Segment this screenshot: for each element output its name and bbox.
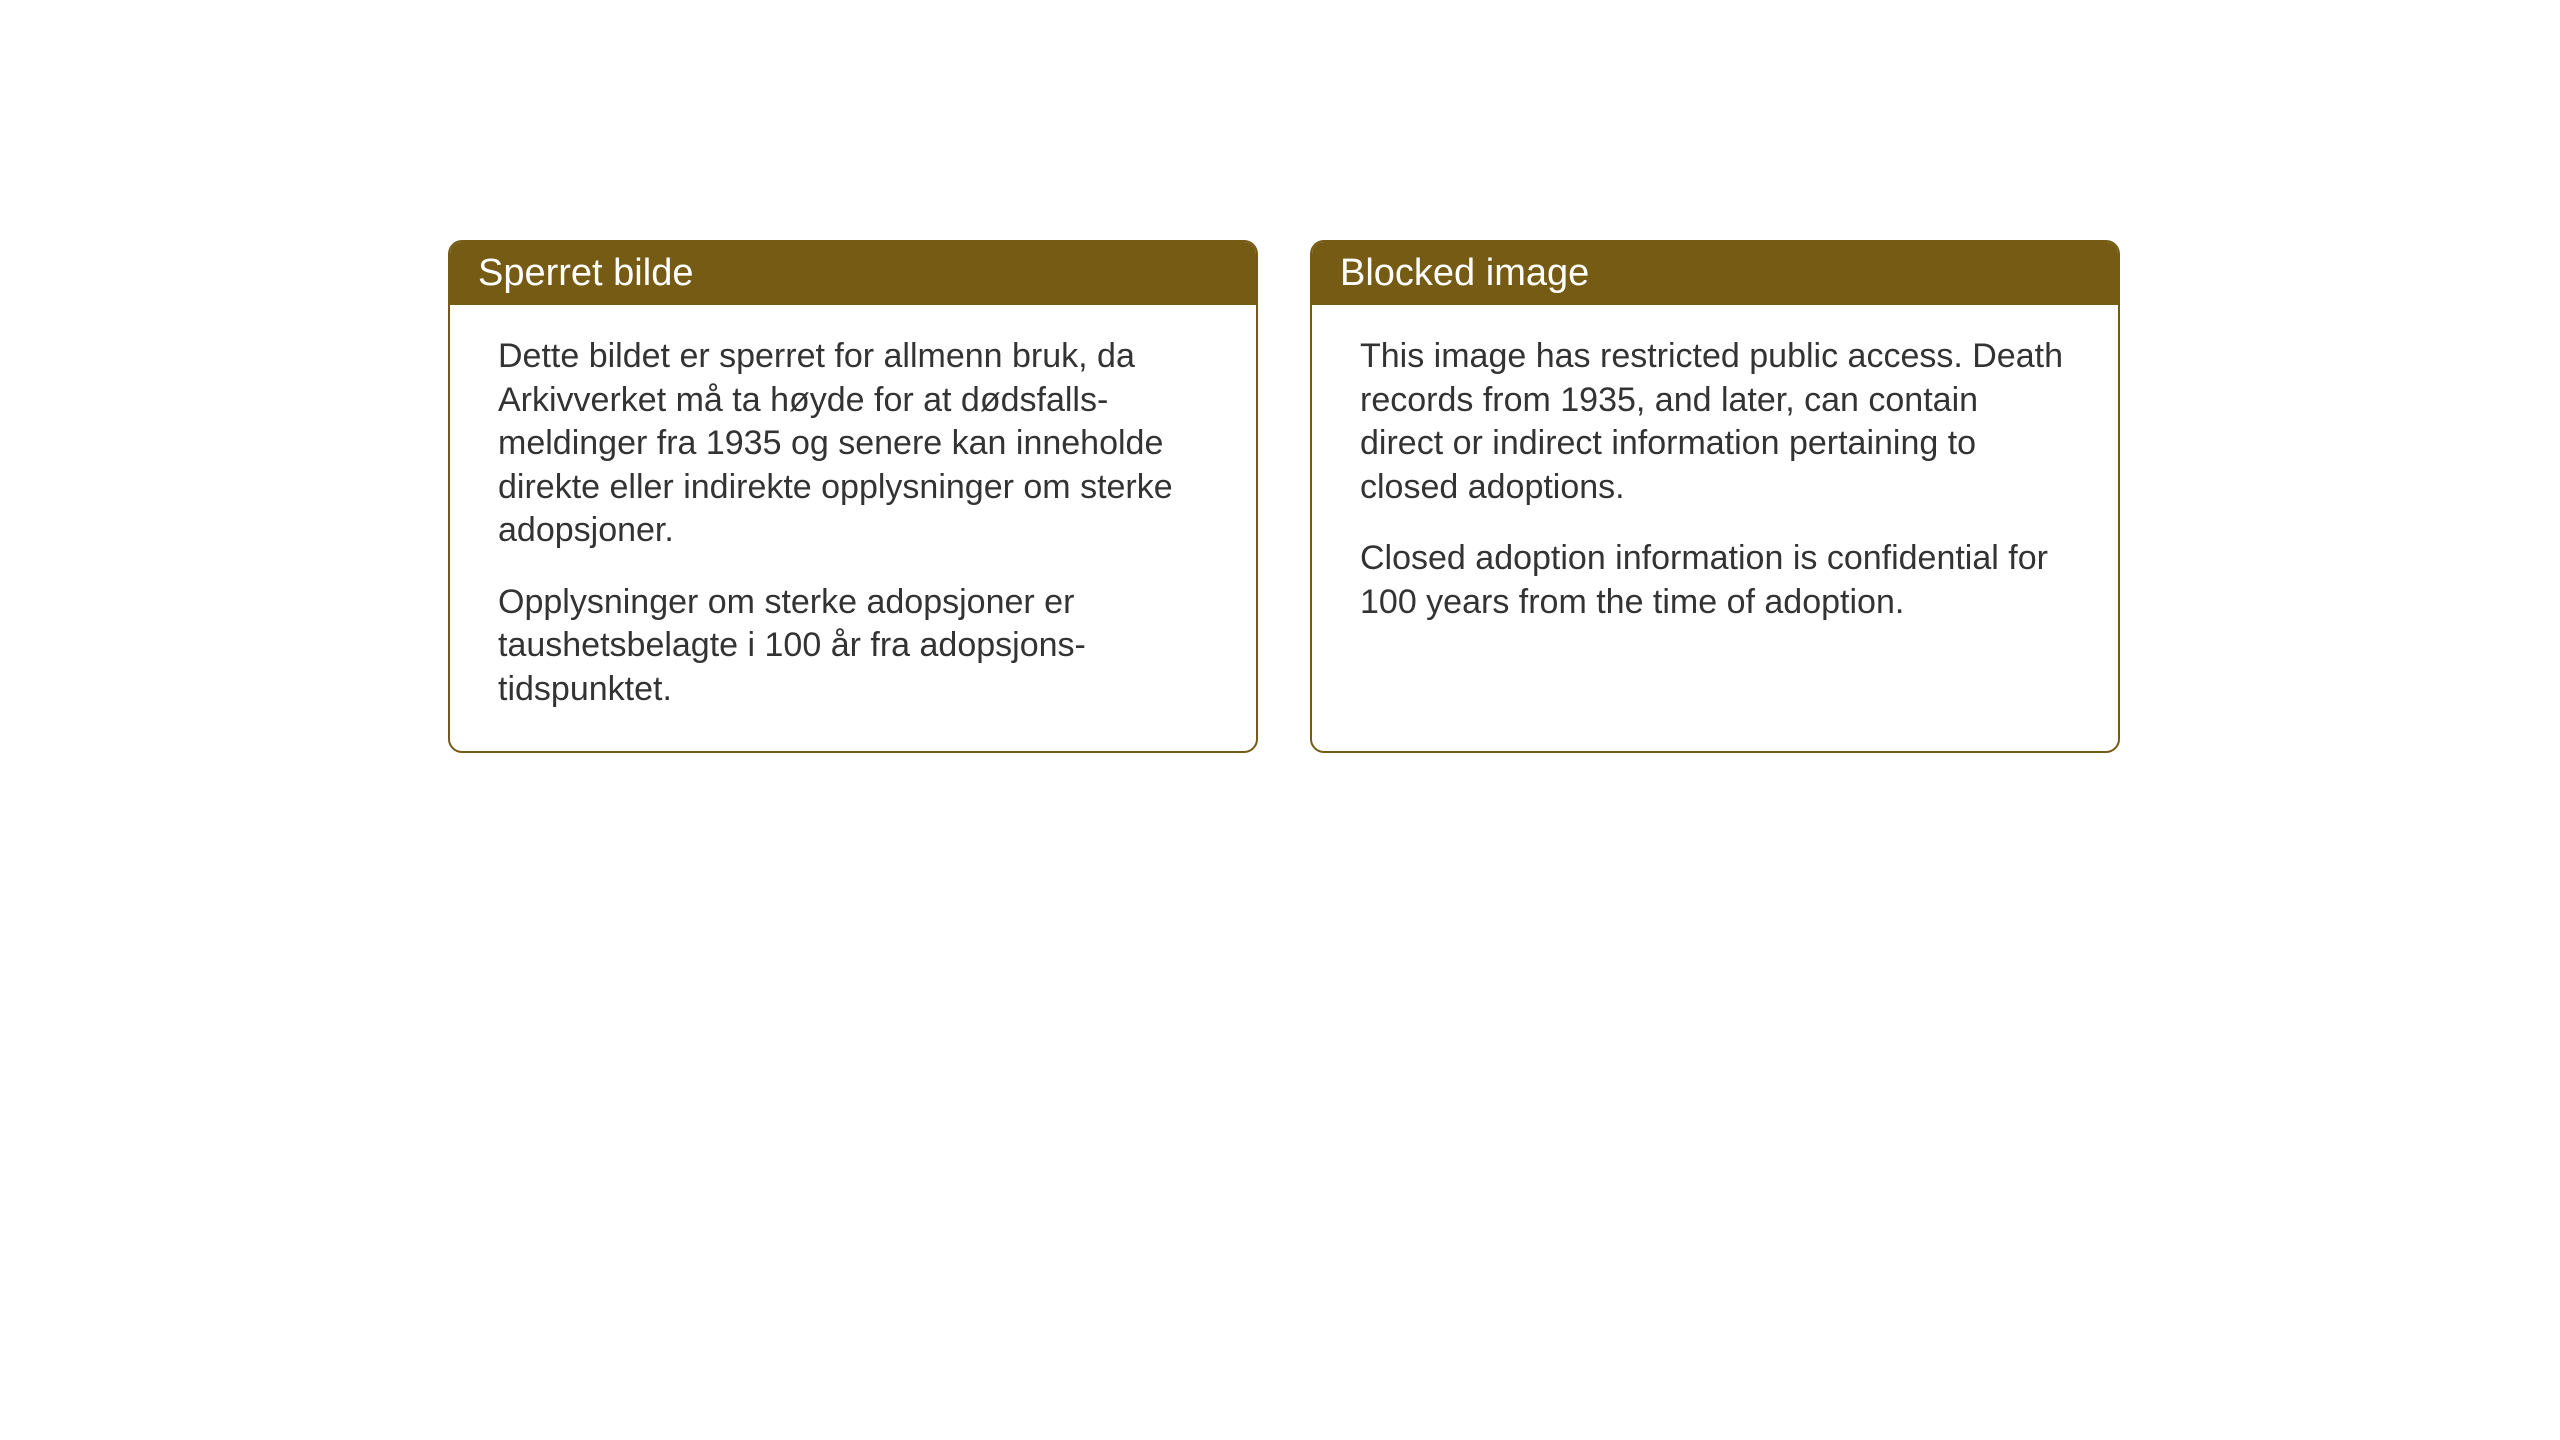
notice-card-english: Blocked image This image has restricted …	[1310, 240, 2120, 753]
notice-container: Sperret bilde Dette bildet er sperret fo…	[448, 240, 2120, 753]
notice-header-english: Blocked image	[1312, 242, 2118, 305]
notice-body-english: This image has restricted public access.…	[1312, 305, 2118, 664]
notice-body-norwegian: Dette bildet er sperret for allmenn bruk…	[450, 305, 1256, 751]
notice-paragraph: Dette bildet er sperret for allmenn bruk…	[498, 335, 1208, 553]
notice-paragraph: This image has restricted public access.…	[1360, 335, 2070, 509]
notice-header-norwegian: Sperret bilde	[450, 242, 1256, 305]
notice-paragraph: Opplysninger om sterke adopsjoner er tau…	[498, 581, 1208, 712]
notice-card-norwegian: Sperret bilde Dette bildet er sperret fo…	[448, 240, 1258, 753]
notice-paragraph: Closed adoption information is confident…	[1360, 537, 2070, 624]
